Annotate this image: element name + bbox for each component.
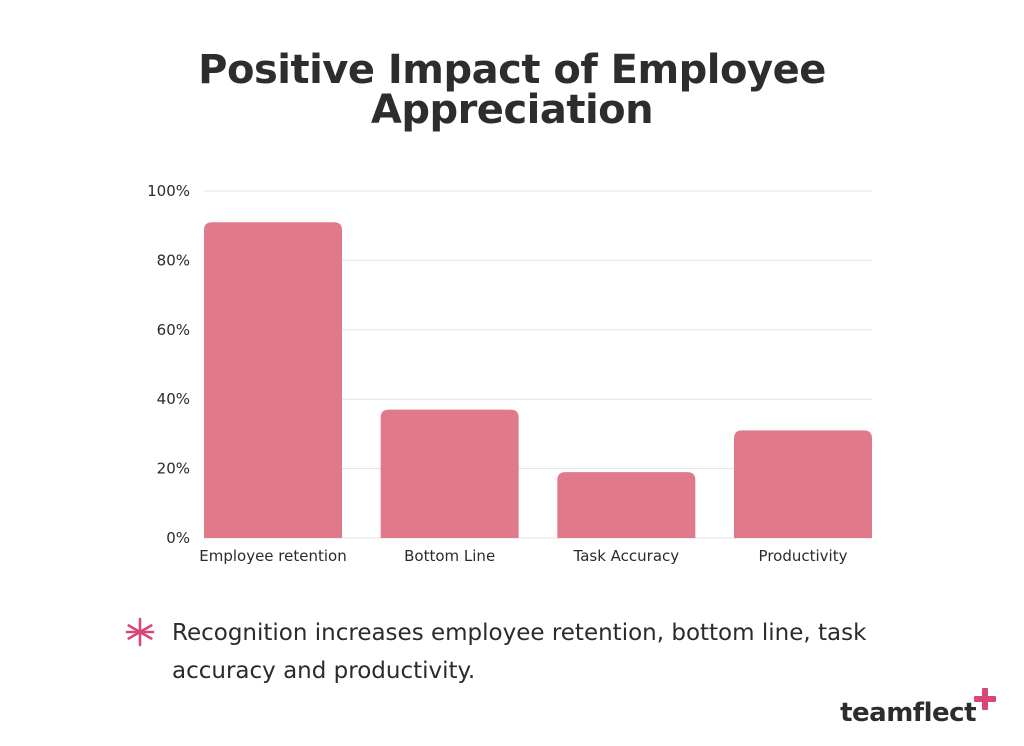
y-tick-label: 100% xyxy=(147,182,190,200)
x-category-label: Productivity xyxy=(759,547,848,565)
plus-mark-icon xyxy=(974,688,996,710)
x-axis-categories: Employee retention Bottom Line Task Accura… xyxy=(199,547,847,565)
bar xyxy=(557,472,696,538)
y-tick-label: 80% xyxy=(157,251,190,269)
bars xyxy=(204,222,872,539)
x-category-label: Employee retention xyxy=(199,547,346,565)
note-text: Recognition increases employee retention… xyxy=(172,620,867,684)
y-tick-label: 60% xyxy=(157,321,190,339)
bar xyxy=(734,430,872,538)
bar-chart: 0% 20% 40% 60% 80% 100% Employee retention Bot… xyxy=(147,182,872,565)
chart-title: Positive Impact of Employee Appreciation xyxy=(198,47,826,133)
y-tick-label: 40% xyxy=(157,390,190,408)
bar xyxy=(204,222,342,539)
x-category-label: Task Accuracy xyxy=(573,547,680,565)
y-tick-label: 20% xyxy=(157,460,190,478)
y-tick-label: 0% xyxy=(166,529,190,547)
y-axis-ticks: 0% 20% 40% 60% 80% 100% xyxy=(147,182,190,547)
brand-name: teamflect xyxy=(840,698,976,728)
asterisk-icon xyxy=(125,617,155,647)
bar xyxy=(380,409,519,538)
x-category-label: Bottom Line xyxy=(404,547,495,565)
